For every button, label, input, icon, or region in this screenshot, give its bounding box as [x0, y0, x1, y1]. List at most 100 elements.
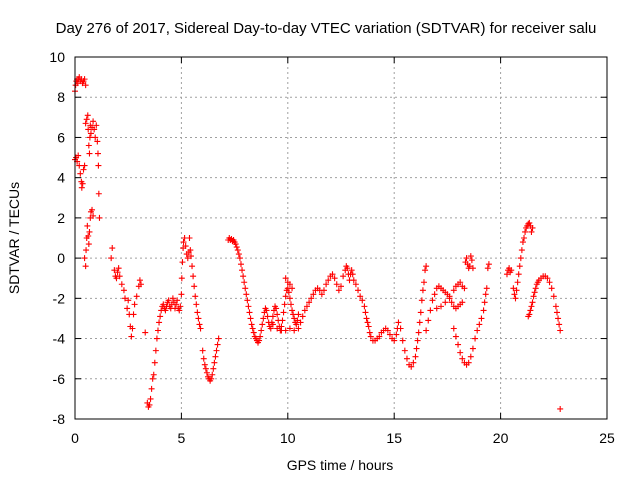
data-point	[450, 325, 457, 332]
data-point	[237, 261, 244, 268]
data-point	[419, 287, 426, 294]
data-point	[350, 277, 357, 284]
data-point	[196, 321, 203, 328]
data-point	[450, 287, 457, 294]
data-point	[197, 325, 204, 332]
data-point	[109, 245, 116, 252]
data-point	[461, 285, 468, 292]
data-point	[234, 247, 241, 254]
data-point	[431, 291, 438, 298]
data-point	[367, 333, 374, 340]
data-point	[264, 313, 271, 320]
data-point	[203, 369, 210, 376]
data-point	[422, 267, 429, 274]
data-point	[550, 293, 557, 300]
data-point	[423, 263, 430, 270]
data-point	[148, 385, 155, 392]
data-point	[241, 279, 248, 286]
x-tick-label: 0	[71, 430, 79, 446]
data-point	[290, 311, 297, 318]
data-point	[124, 305, 131, 312]
data-point	[468, 257, 475, 264]
data-point	[467, 253, 474, 260]
data-point	[518, 247, 525, 254]
data-point	[86, 228, 93, 235]
data-point	[85, 142, 92, 149]
data-point	[293, 321, 300, 328]
data-point	[176, 307, 183, 314]
data-point	[79, 180, 86, 187]
data-point	[503, 271, 510, 278]
data-point	[282, 275, 289, 282]
data-point	[174, 297, 181, 304]
data-point	[393, 331, 400, 338]
axis-ticks	[74, 56, 608, 420]
data-point	[269, 313, 276, 320]
data-point	[286, 295, 293, 302]
data-point	[169, 295, 176, 302]
data-point	[349, 271, 356, 278]
data-point	[465, 359, 472, 366]
y-tick-label: 0	[57, 250, 65, 266]
data-point	[78, 184, 85, 191]
x-tick-label: 10	[280, 430, 296, 446]
data-point	[210, 365, 217, 372]
data-point	[147, 395, 154, 402]
data-point	[555, 315, 562, 322]
data-point	[348, 267, 355, 274]
data-point	[82, 263, 89, 270]
data-point	[466, 263, 473, 270]
data-point	[478, 315, 485, 322]
data-point	[448, 299, 455, 306]
data-point	[201, 361, 208, 368]
data-point	[415, 329, 422, 336]
data-point	[81, 162, 88, 169]
data-point	[469, 345, 476, 352]
data-point	[250, 329, 257, 336]
data-point	[553, 309, 560, 316]
data-point	[209, 371, 216, 378]
data-point	[329, 271, 336, 278]
data-point	[532, 285, 539, 292]
data-point	[236, 255, 243, 262]
data-point	[94, 150, 101, 157]
data-point	[433, 305, 440, 312]
data-point	[552, 303, 559, 310]
data-point	[95, 162, 102, 169]
data-point	[359, 297, 366, 304]
data-point	[344, 265, 351, 272]
data-point	[239, 267, 246, 274]
data-point	[480, 307, 487, 314]
y-tick-label: 10	[49, 49, 65, 65]
data-point	[87, 130, 94, 137]
data-point	[177, 303, 184, 310]
y-tick-label: -2	[53, 290, 66, 306]
data-point	[263, 307, 270, 314]
data-point	[186, 235, 193, 241]
data-point	[508, 267, 515, 274]
data-point	[515, 271, 522, 278]
data-point	[232, 241, 239, 248]
plot-frame	[74, 56, 608, 420]
data-point	[173, 301, 180, 308]
data-point	[386, 331, 393, 338]
data-point	[412, 353, 419, 360]
data-point	[291, 315, 298, 322]
data-point	[320, 287, 327, 294]
data-point	[114, 269, 121, 276]
data-point	[157, 313, 164, 320]
data-point	[81, 255, 88, 262]
data-point	[516, 263, 523, 270]
data-point	[76, 162, 83, 169]
data-point	[257, 333, 264, 340]
data-point	[295, 311, 302, 318]
data-point	[531, 289, 538, 296]
data-point	[526, 219, 533, 226]
data-point	[245, 303, 252, 310]
data-point	[420, 279, 427, 286]
data-point	[247, 315, 254, 322]
data-point	[85, 232, 92, 239]
data-point	[125, 297, 132, 304]
data-point	[514, 279, 521, 286]
data-point	[297, 319, 304, 326]
